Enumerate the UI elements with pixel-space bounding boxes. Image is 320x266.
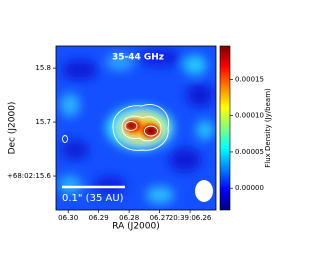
y-tick-label: 15.7 (35, 118, 51, 126)
colorbar-label: Flux Density (Jy/beam) (264, 88, 272, 168)
y-tick-label: +68:02:15.6 (7, 172, 52, 180)
colorbar-tick-label: 0.00015 (235, 75, 264, 83)
colorbar-tick-label: 0.00005 (235, 148, 264, 156)
x-tick-label: 06.29 (89, 214, 109, 222)
colorbar-tick-label: 0.00010 (235, 112, 264, 120)
chart-title: 35-44 GHz (112, 53, 164, 63)
colorbar-tick-label: 0.00000 (235, 184, 264, 192)
chart: 35-44 GHz 0.1" (35 AU) RA (J2000) Dec (J… (7, 45, 272, 232)
x-tick-label: 06.30 (58, 214, 78, 222)
y-axis-label: Dec (J2000) (8, 102, 18, 155)
x-tick-label: 06.27 (150, 214, 170, 222)
emission-map (56, 46, 216, 210)
plot-frame (55, 45, 217, 211)
beam (195, 180, 213, 202)
y-tick-label: 15.8 (35, 64, 51, 72)
scale-bar-label: 0.1" (35 AU) (62, 193, 124, 204)
colorbar (219, 45, 231, 211)
x-axis-label: RA (J2000) (112, 222, 160, 232)
x-tick-label: 06.28 (119, 214, 139, 222)
x-tick-label: 20:39:06.26 (169, 214, 212, 222)
